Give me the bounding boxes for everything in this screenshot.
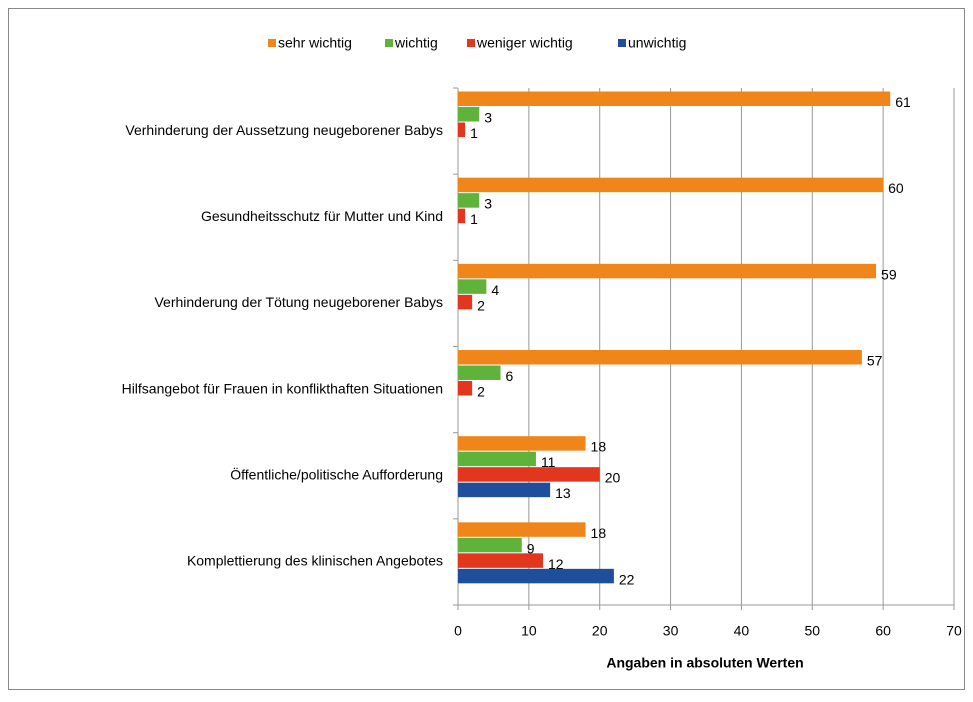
data-label: 61 [895, 94, 911, 110]
data-label: 2 [477, 383, 485, 399]
bar [458, 568, 614, 584]
data-label: 13 [555, 485, 571, 501]
data-label: 57 [867, 352, 883, 368]
x-tick-label: 60 [875, 623, 891, 639]
data-label: 11 [541, 454, 556, 470]
data-label: 12 [548, 556, 564, 572]
legend-label: sehr wichtig [278, 35, 352, 51]
legend-label: wichtig [394, 35, 438, 51]
bar [458, 263, 877, 279]
bar [458, 436, 586, 451]
legend-swatch [467, 39, 475, 47]
y-tick-label: Öffentliche/politische Aufforderung [230, 465, 443, 482]
y-tick-label: Verhinderung der Aussetzung neugeborener… [125, 122, 443, 138]
bar [458, 482, 551, 498]
data-label: 6 [506, 368, 514, 384]
bar [458, 294, 473, 310]
data-label: 3 [484, 196, 492, 212]
y-tick-label: Gesundheitsschutz für Mutter und Kind [201, 208, 443, 224]
data-label: 2 [477, 297, 485, 313]
data-label: 60 [888, 180, 904, 196]
bar [458, 177, 884, 193]
bar [458, 537, 522, 553]
x-tick-label: 20 [592, 623, 608, 639]
x-tick-label: 50 [804, 623, 820, 639]
bar [458, 451, 536, 467]
bar [458, 350, 862, 365]
legend-label: unwichtig [628, 35, 686, 51]
bar [458, 279, 487, 294]
bar [458, 553, 544, 568]
y-tick-label: Hilfsangebot für Frauen in konflikthafte… [122, 380, 443, 396]
data-label: 59 [881, 266, 897, 282]
data-label: 20 [605, 470, 621, 486]
y-tick-label: Komplettierung des klinischen Angebotes [187, 553, 443, 569]
data-label: 3 [484, 109, 492, 125]
data-label: 9 [527, 540, 535, 556]
x-axis-title: Angaben in absoluten Werten [606, 655, 803, 671]
x-tick-label: 0 [454, 623, 462, 639]
y-tick-label: Verhinderung der Tötung neugeborener Bab… [154, 294, 443, 310]
bar [458, 467, 600, 482]
bar [458, 365, 501, 380]
bar [458, 122, 466, 137]
data-label: 4 [491, 282, 499, 298]
data-label: 1 [470, 125, 478, 141]
x-tick-label: 10 [521, 623, 537, 639]
bar [458, 381, 473, 396]
data-label: 18 [591, 525, 607, 541]
bar [458, 522, 586, 537]
legend-swatch [385, 39, 393, 47]
x-tick-label: 30 [663, 623, 679, 639]
bar [458, 91, 891, 106]
bar [458, 107, 480, 122]
legend-swatch [618, 39, 626, 47]
data-label: 18 [591, 439, 607, 455]
legend-label: weniger wichtig [476, 35, 573, 51]
x-tick-label: 40 [734, 623, 750, 639]
x-tick-label: 70 [946, 623, 962, 639]
bar [458, 208, 466, 224]
data-label: 22 [619, 571, 635, 587]
bar [458, 193, 480, 208]
data-label: 1 [470, 211, 478, 227]
legend-swatch [268, 39, 276, 47]
